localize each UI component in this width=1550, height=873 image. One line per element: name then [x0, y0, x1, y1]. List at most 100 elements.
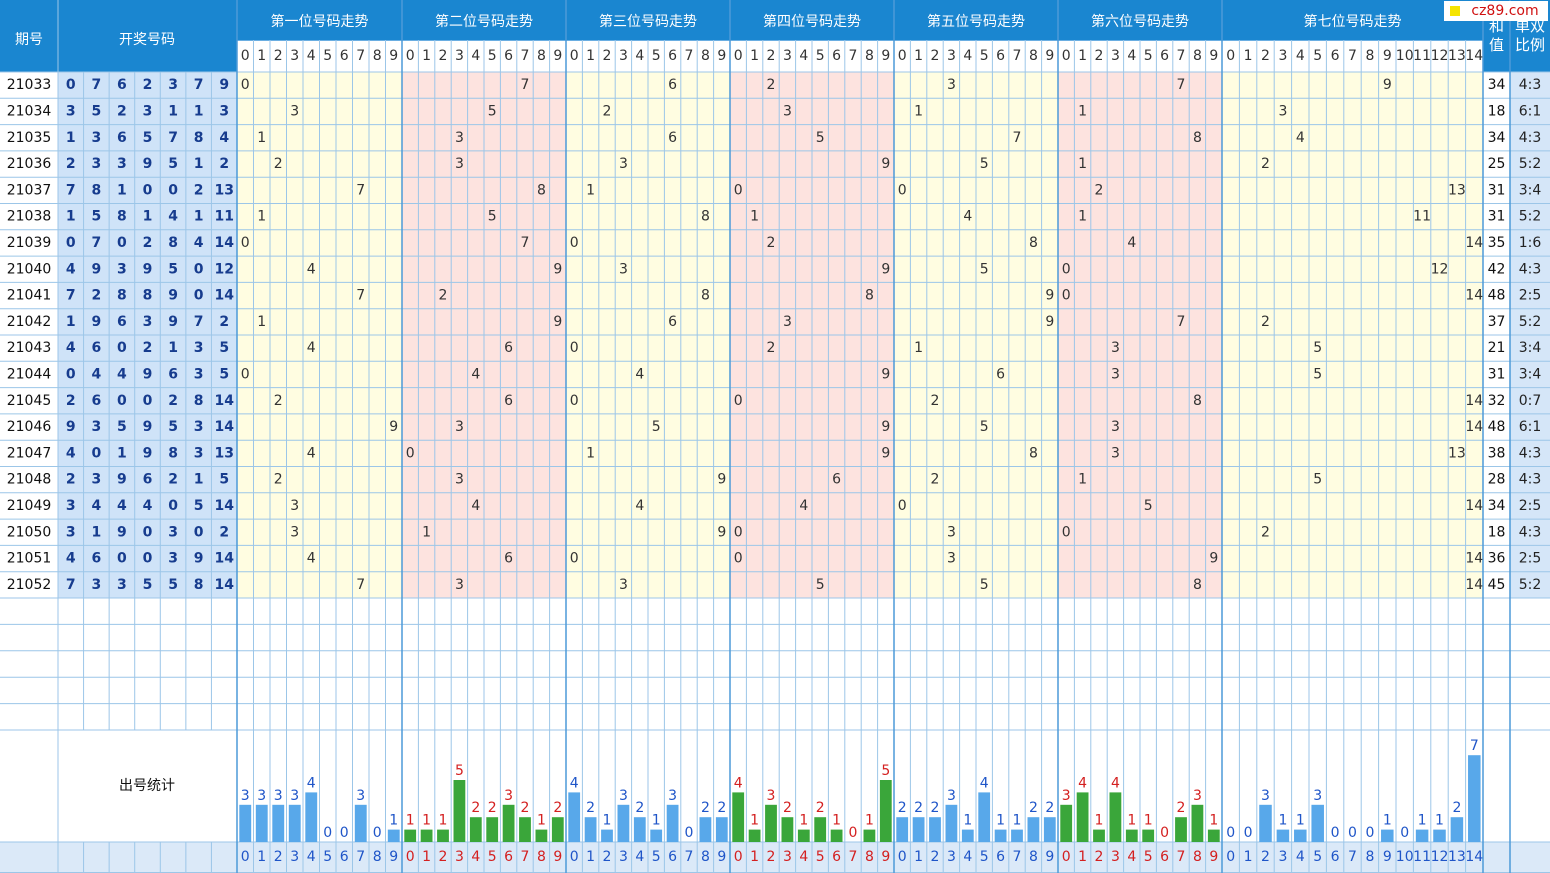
draw-number: 2 — [143, 77, 153, 93]
sum: 48 — [1488, 419, 1506, 435]
stat-bar — [699, 817, 712, 842]
trend-number: 14 — [1465, 288, 1483, 304]
draw-number: 1 — [66, 209, 76, 225]
digit-header: 3 — [1278, 48, 1287, 64]
trend-number: 5 — [980, 156, 989, 172]
stat-label: 2 — [471, 800, 480, 816]
trend-number: 0 — [1062, 261, 1071, 277]
trend-number: 4 — [307, 340, 316, 356]
digit-footer: 2 — [274, 849, 283, 865]
period: 21039 — [7, 235, 52, 251]
stat-bar — [437, 829, 449, 842]
sum: 28 — [1488, 472, 1506, 488]
trend-number: 0 — [406, 445, 415, 461]
ratio: 4:3 — [1519, 472, 1542, 488]
stat-bar — [272, 804, 285, 842]
stat-label: 1 — [406, 813, 415, 829]
draw-number: 0 — [168, 182, 178, 198]
draw-number: 0 — [143, 393, 153, 409]
period: 21044 — [7, 366, 52, 382]
draw-number: 11 — [214, 209, 233, 225]
trend-number: 6 — [504, 340, 513, 356]
draw-number: 4 — [117, 366, 127, 382]
digit-footer: 8 — [1029, 849, 1038, 865]
trend-number: 0 — [570, 551, 579, 567]
digit-footer: 3 — [783, 849, 792, 865]
draw-number: 9 — [168, 288, 178, 304]
draw-number: 0 — [117, 393, 127, 409]
period: 21042 — [7, 314, 52, 330]
stat-bar — [1276, 829, 1290, 842]
trend-number: 6 — [668, 314, 677, 330]
trend-number: 5 — [652, 419, 661, 435]
digit-header: 3 — [619, 48, 628, 64]
trend-number: 3 — [290, 103, 299, 119]
trend-number: 4 — [799, 498, 808, 514]
stat-label: 2 — [914, 800, 923, 816]
digit-header: 2 — [767, 48, 776, 64]
digit-header: 1 — [257, 48, 266, 64]
digit-footer: 3 — [455, 849, 464, 865]
stat-bar — [945, 804, 958, 842]
digit-header: 5 — [1144, 48, 1153, 64]
stat-label: 3 — [767, 788, 776, 804]
digit-footer: 4 — [307, 849, 316, 865]
trend-number: 3 — [290, 498, 299, 514]
stat-label: 1 — [1383, 813, 1392, 829]
stat-label: 2 — [553, 800, 562, 816]
digit-header: 8 — [1029, 48, 1038, 64]
stat-bar — [1191, 804, 1204, 842]
period: 21043 — [7, 340, 52, 356]
trend-number: 6 — [832, 472, 841, 488]
sum: 31 — [1488, 366, 1506, 382]
draw-number: 8 — [91, 182, 101, 198]
stat-label: 1 — [439, 813, 448, 829]
digit-footer: 0 — [406, 849, 415, 865]
draw-number: 0 — [194, 261, 204, 277]
trend-number: 1 — [1078, 156, 1087, 172]
digit-header: 6 — [340, 48, 349, 64]
period: 21041 — [7, 288, 52, 304]
trend-number: 5 — [980, 577, 989, 593]
ratio: 4:3 — [1519, 261, 1542, 277]
stat-label: 1 — [1013, 813, 1022, 829]
digit-header: 8 — [373, 48, 382, 64]
draw-number: 1 — [117, 445, 127, 461]
sum: 32 — [1488, 393, 1506, 409]
trend-number: 3 — [455, 472, 464, 488]
digit-footer: 9 — [553, 849, 562, 865]
draw-number: 14 — [214, 235, 234, 251]
trend-number: 1 — [1078, 103, 1087, 119]
stat-bar — [650, 829, 663, 842]
trend-number: 3 — [455, 130, 464, 146]
digit-footer: 8 — [373, 849, 382, 865]
digit-header: 7 — [685, 48, 694, 64]
digit-header: 4 — [1127, 48, 1136, 64]
digit-footer: 6 — [1160, 849, 1169, 865]
draw-number: 0 — [66, 235, 76, 251]
header-bg — [1483, 40, 1550, 72]
stat-label: 1 — [865, 813, 874, 829]
trend-number: 0 — [1062, 288, 1071, 304]
trend-number: 6 — [504, 551, 513, 567]
trend-number: 1 — [1078, 472, 1087, 488]
ratio: 3:4 — [1519, 366, 1542, 382]
draw-number: 7 — [168, 130, 178, 146]
digit-footer: 9 — [881, 849, 890, 865]
stat-label: 3 — [947, 788, 956, 804]
draw-number: 4 — [66, 445, 76, 461]
trend-number: 5 — [1313, 472, 1322, 488]
stat-label: 1 — [996, 813, 1005, 829]
digit-header: 9 — [717, 48, 726, 64]
draw-number: 9 — [194, 551, 204, 567]
stat-bar — [1043, 817, 1056, 842]
digit-footer: 7 — [1348, 849, 1357, 865]
trend-number: 2 — [767, 77, 776, 93]
stat-bar — [1142, 829, 1155, 842]
period: 21040 — [7, 261, 52, 277]
ratio: 3:4 — [1519, 340, 1542, 356]
stat-label: 1 — [1296, 813, 1305, 829]
digit-header: 9 — [1383, 48, 1392, 64]
digit-footer: 7 — [1013, 849, 1022, 865]
position-header: 第一位号码走势 — [271, 13, 369, 30]
